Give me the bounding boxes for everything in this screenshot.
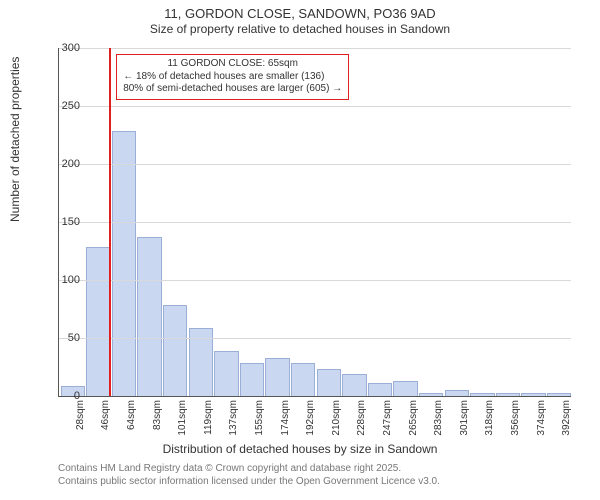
histogram-bar	[496, 393, 521, 396]
y-tick-label: 0	[46, 390, 80, 402]
x-ticks-group: 28sqm 46sqm 64sqm 83sqm 101sqm 119sqm 137sqm 15…	[58, 398, 570, 442]
reference-line	[109, 48, 111, 396]
annotation-line: 11 GORDON CLOSE: 65sqm	[123, 58, 342, 71]
annotation-box: 11 GORDON CLOSE: 65sqm← 18% of detached …	[116, 54, 349, 100]
gridline	[59, 48, 571, 49]
title-sub: Size of property relative to detached ho…	[0, 22, 600, 37]
plot-area: 11 GORDON CLOSE: 65sqm← 18% of detached …	[58, 48, 571, 397]
histogram-bar	[137, 237, 162, 396]
histogram-bar	[393, 381, 418, 396]
histogram-bar	[342, 374, 367, 396]
x-tick-label: 174sqm	[280, 400, 291, 436]
gridline	[59, 106, 571, 107]
x-tick-label: 101sqm	[177, 400, 188, 436]
title-block: 11, GORDON CLOSE, SANDOWN, PO36 9AD Size…	[0, 0, 600, 37]
x-tick-label: 228sqm	[356, 400, 367, 436]
histogram-bar	[214, 351, 239, 396]
x-tick-label: 64sqm	[126, 400, 137, 430]
y-tick-label: 250	[46, 100, 80, 112]
x-tick-label: 210sqm	[331, 400, 342, 436]
histogram-bar	[112, 131, 137, 396]
y-axis-label: Number of detached properties	[8, 57, 22, 222]
histogram-bar	[240, 363, 265, 396]
histogram-bar	[547, 393, 572, 396]
x-tick-label: 318sqm	[484, 400, 495, 436]
histogram-bar	[317, 369, 342, 396]
gridline	[59, 222, 571, 223]
footer-line-1: Contains HM Land Registry data © Crown c…	[58, 462, 440, 475]
histogram-bar	[368, 383, 393, 396]
x-tick-label: 119sqm	[203, 400, 214, 435]
x-axis-label: Distribution of detached houses by size …	[0, 442, 600, 456]
gridline	[59, 164, 571, 165]
x-tick-label: 137sqm	[228, 400, 239, 436]
y-tick-label: 50	[46, 332, 80, 344]
annotation-line: ← 18% of detached houses are smaller (13…	[123, 71, 342, 84]
x-tick-label: 28sqm	[75, 400, 86, 430]
x-tick-label: 192sqm	[305, 400, 316, 436]
footer-attribution: Contains HM Land Registry data © Crown c…	[58, 462, 440, 488]
histogram-bar	[265, 358, 290, 396]
chart-container: 11, GORDON CLOSE, SANDOWN, PO36 9AD Size…	[0, 0, 600, 500]
title-main: 11, GORDON CLOSE, SANDOWN, PO36 9AD	[0, 6, 600, 22]
x-tick-label: 301sqm	[459, 400, 470, 436]
y-tick-label: 300	[46, 42, 80, 54]
x-tick-label: 392sqm	[561, 400, 572, 436]
gridline	[59, 338, 571, 339]
x-tick-label: 374sqm	[536, 400, 547, 436]
gridline	[59, 280, 571, 281]
histogram-bar	[445, 390, 470, 396]
y-tick-label: 200	[46, 158, 80, 170]
histogram-bar	[291, 363, 316, 396]
annotation-line: 80% of semi-detached houses are larger (…	[123, 83, 342, 96]
histogram-bar	[521, 393, 546, 396]
x-tick-label: 283sqm	[433, 400, 444, 436]
x-tick-label: 356sqm	[510, 400, 521, 436]
histogram-bar	[86, 247, 111, 396]
histogram-bar	[470, 393, 495, 396]
x-tick-label: 83sqm	[152, 400, 163, 430]
x-tick-label: 265sqm	[408, 400, 419, 436]
y-tick-label: 150	[46, 216, 80, 228]
x-tick-label: 155sqm	[254, 400, 265, 436]
x-tick-label: 247sqm	[382, 400, 393, 436]
histogram-bar	[419, 393, 444, 396]
y-tick-label: 100	[46, 274, 80, 286]
footer-line-2: Contains public sector information licen…	[58, 475, 440, 488]
x-tick-label: 46sqm	[100, 400, 111, 430]
histogram-bar	[163, 305, 188, 396]
